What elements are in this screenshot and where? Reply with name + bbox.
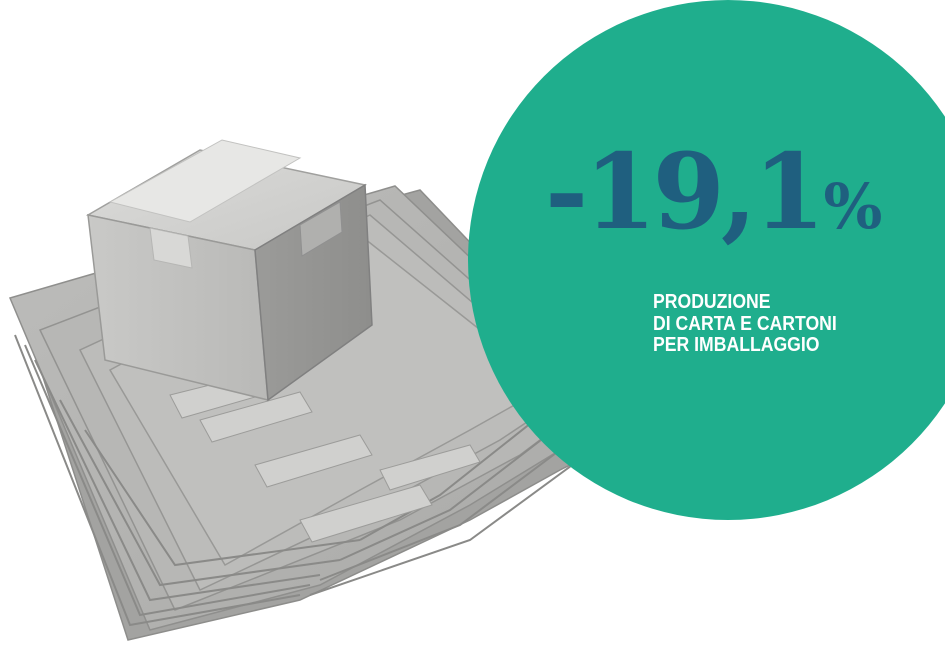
stat-circle (468, 0, 945, 520)
stat-caption: PRODUZIONE DI CARTA E CARTONI PER IMBALL… (653, 291, 902, 356)
stat-percent-sign: % (823, 170, 883, 243)
stat-number: -19,1 (545, 130, 825, 253)
stat-caption-line: PER IMBALLAGGIO (653, 333, 820, 357)
stat-caption-line: PRODUZIONE (653, 290, 771, 313)
stat-caption-line: DI CARTA E CARTONI (653, 311, 837, 335)
stat-value: -19,1% (545, 140, 945, 244)
cardboard-box (85, 139, 373, 402)
